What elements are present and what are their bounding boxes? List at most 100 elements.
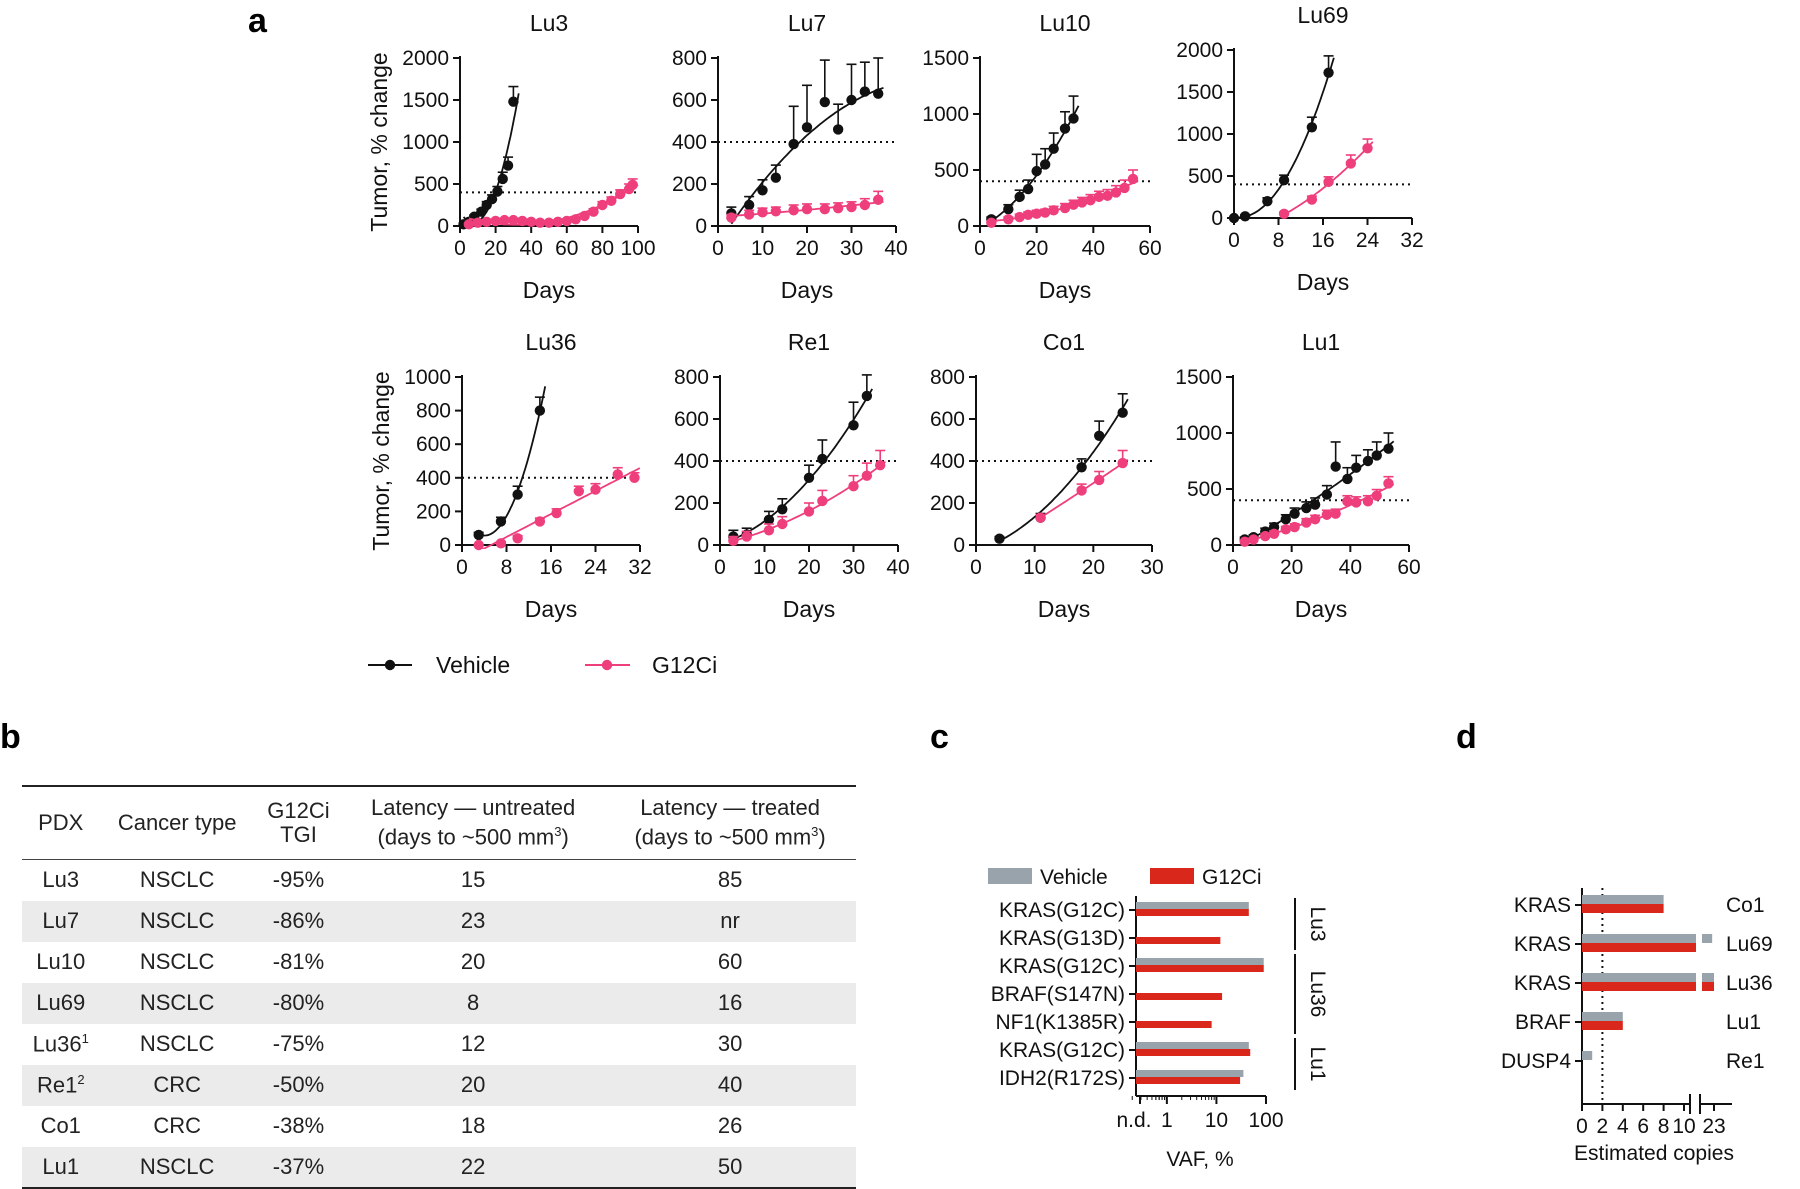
data-point-vehicle: [512, 489, 523, 500]
x-tick-label: 20: [1082, 556, 1105, 579]
x-tick-label: 0: [1227, 556, 1239, 579]
data-point-g12ci: [726, 212, 737, 223]
y-tick-label: 500: [1188, 165, 1223, 188]
data-point-g12ci: [1014, 211, 1025, 223]
data-point-g12ci: [1362, 496, 1374, 507]
y-tick-label: 0: [957, 215, 969, 238]
y-tick-label: 1000: [1175, 422, 1222, 445]
cell-untreated: 12: [460, 1031, 486, 1056]
cell-pdx: Lu69: [36, 990, 86, 1015]
y-tick-label: 600: [416, 433, 451, 456]
data-point-vehicle: [495, 516, 507, 527]
data-point-vehicle: [1022, 183, 1034, 195]
data-point-g12ci: [534, 217, 546, 228]
growth-chart-lu36: 0 200 400 600 800 1000 0 8 16 24 32 Lu36 Days Tumor, …: [368, 329, 652, 622]
cell-pdx: Lu1: [42, 1153, 80, 1179]
cell-pdx: Re12: [36, 1071, 85, 1098]
data-point-vehicle: [1048, 143, 1059, 154]
data-point-vehicle: [1289, 508, 1300, 519]
data-point-g12ci: [1102, 190, 1113, 201]
data-point-g12ci: [1383, 478, 1394, 489]
data-point-g12ci: [1068, 199, 1079, 210]
data-point-g12ci: [875, 460, 886, 471]
x-tick-label: 0: [454, 237, 466, 260]
data-point-g12ci: [986, 217, 997, 228]
data-point-vehicle: [1039, 159, 1051, 170]
data-point-g12ci: [499, 214, 510, 226]
data-point-g12ci: [606, 195, 617, 206]
model-label: Co1: [1726, 894, 1765, 917]
cell-untreated: 23: [460, 908, 486, 933]
chart-title: Lu1: [1302, 329, 1340, 355]
x-tick-label: 30: [1140, 556, 1163, 579]
cell-tgi: -50%: [272, 1072, 325, 1097]
cell-untreated: 18: [460, 1113, 486, 1138]
gene-label: KRAS: [1514, 894, 1571, 917]
cell-tgi: -38%: [272, 1113, 325, 1138]
cell-untreated: 22: [460, 1153, 486, 1179]
table-row: Co1 CRC -38% 18 26: [22, 1106, 856, 1147]
cell-untreated: 20: [460, 1072, 486, 1097]
x-tick-label: 60: [1138, 237, 1161, 260]
data-point-vehicle: [803, 472, 815, 483]
data-point-vehicle: [1309, 499, 1321, 510]
data-point-g12ci: [1035, 512, 1046, 523]
fit-curve-vehicle: [999, 398, 1129, 542]
data-point-g12ci: [543, 217, 555, 228]
data-point-g12ci: [1117, 457, 1128, 469]
y-tick-label: 200: [416, 500, 451, 523]
x-tick-label: 10: [1672, 1115, 1695, 1138]
x-axis-label: VAF, %: [1166, 1148, 1233, 1171]
table-row: Lu7 NSCLC -86% 23 nr: [22, 900, 856, 942]
y-tick-label: 0: [953, 534, 965, 557]
growth-chart-co1: 0 200 400 600 800 0 10 20 30 Co1 Days: [930, 329, 1164, 622]
mutation-label: KRAS(G13D): [999, 927, 1125, 950]
data-point-g12ci: [1031, 208, 1042, 219]
mutation-label: IDH2(R172S): [999, 1067, 1125, 1090]
header-latency-treated: Latency — treated (days to ~500 mm3): [634, 795, 826, 850]
header-tgi: G12Ci TGI: [267, 798, 330, 847]
data-point-g12ci: [1110, 187, 1122, 198]
x-tick-label: 0: [456, 556, 468, 579]
x-tick-label: 0: [1228, 229, 1240, 252]
bar-vehicle: [1582, 895, 1664, 904]
data-point-g12ci: [517, 215, 528, 227]
gene-label: BRAF: [1515, 1011, 1571, 1034]
x-axis-label: Estimated copies: [1574, 1142, 1734, 1165]
x-tick-label: 40: [1339, 556, 1362, 579]
x-tick-label: 1: [1161, 1109, 1173, 1132]
bar-g12ci: [1582, 904, 1664, 913]
data-point-g12ci: [741, 531, 752, 542]
bar-g12ci: [1136, 1021, 1212, 1028]
y-tick-label: 800: [674, 366, 709, 389]
x-tick-label: 80: [591, 237, 614, 260]
data-point-g12ci: [481, 216, 492, 227]
cell-pdx: Lu7: [42, 908, 80, 933]
header-latency-untreated: Latency — untreated (days to ~500 mm3): [371, 795, 576, 850]
x-axis-label: Days: [1295, 596, 1347, 622]
cell-treated: 26: [717, 1113, 743, 1138]
y-tick-label: 200: [672, 173, 707, 196]
fit-curve-vehicle: [1233, 57, 1335, 219]
data-point-g12ci: [627, 179, 638, 191]
data-point-vehicle: [819, 96, 830, 108]
data-point-g12ci: [817, 495, 828, 507]
panel-letter-c: c: [930, 718, 949, 756]
x-tick-label: 0: [974, 237, 986, 260]
data-point-vehicle: [763, 514, 775, 525]
y-tick-label: 200: [930, 492, 965, 515]
x-tick-label: 4: [1617, 1115, 1629, 1138]
data-point-vehicle: [832, 124, 844, 135]
growth-chart-re1: 0 200 400 600 800 0 10 20 30 40 Re1 Days: [674, 329, 910, 622]
x-tick-label: 10: [751, 237, 774, 260]
bar-g12ci: [1136, 965, 1264, 972]
x-tick-label: 23: [1702, 1115, 1725, 1138]
x-tick-label: 10: [1023, 556, 1046, 579]
x-axis-label: Days: [1038, 596, 1090, 622]
bar-g12ci: [1582, 1021, 1623, 1030]
data-point-vehicle: [502, 160, 514, 171]
data-point-g12ci: [463, 219, 475, 230]
data-point-g12ci: [1059, 202, 1071, 214]
y-tick-label: 0: [439, 534, 451, 557]
cell-tgi: -86%: [272, 908, 325, 933]
